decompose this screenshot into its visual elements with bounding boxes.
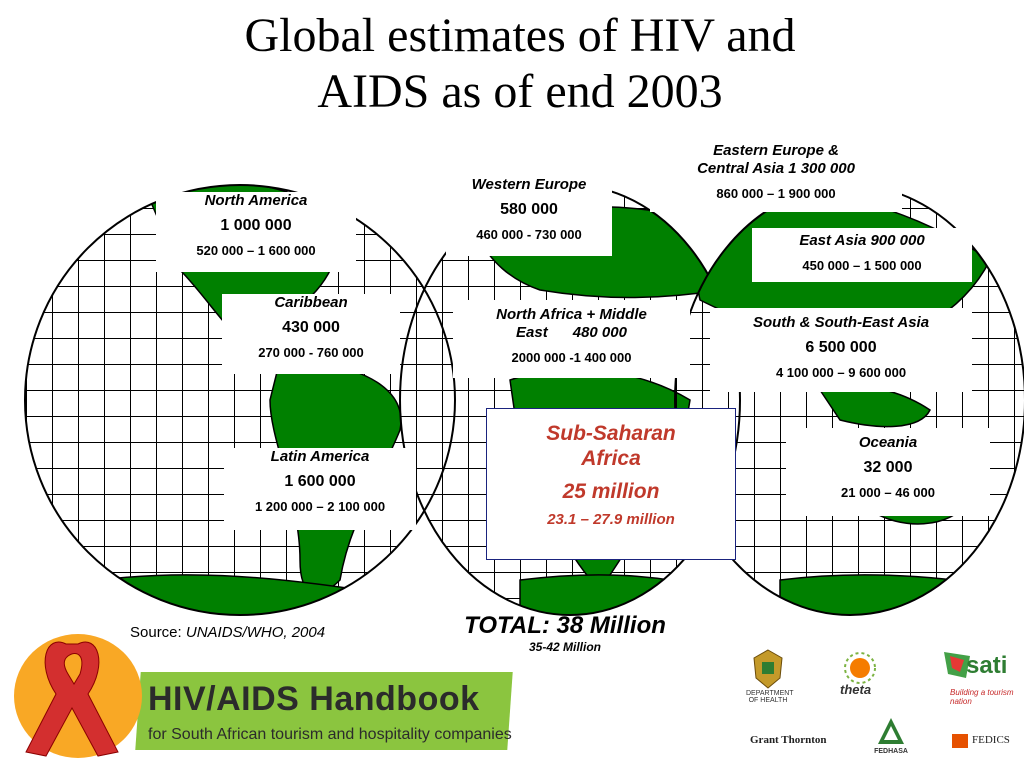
sati-tagline: Building a tourism nation xyxy=(950,688,1014,706)
slide-title: Global estimates of HIV and AIDS as of e… xyxy=(0,8,1024,120)
region-name-line-2: Africa xyxy=(581,447,641,470)
fedhasa-logo-text: FEDHASA xyxy=(874,748,908,755)
region-range: 2000 000 -1 400 000 xyxy=(511,350,632,365)
region-name: South & South-East Asia xyxy=(752,314,930,331)
region-range: 23.1 – 27.9 million xyxy=(547,511,675,528)
region-name: Caribbean xyxy=(274,294,348,311)
handbook-subtitle: for South African tourism and hospitalit… xyxy=(148,726,512,743)
region-range: 520 000 – 1 600 000 xyxy=(196,243,316,258)
region-value: 32 000 xyxy=(863,459,913,476)
health-logo-text: DEPARTMENT OF HEALTH xyxy=(746,690,794,704)
title-line-2: AIDS as of end 2003 xyxy=(317,65,723,118)
south-asia-label: South & South-East Asia 6 500 000 4 100 … xyxy=(710,308,972,392)
source-label: Source: xyxy=(130,624,182,641)
north-america-label: North America 1 000 000 520 000 – 1 600 … xyxy=(156,192,356,272)
health-crest-icon xyxy=(753,649,783,689)
region-value: 1 600 000 xyxy=(284,473,356,490)
region-range: 860 000 – 1 900 000 xyxy=(716,186,836,201)
north-africa-label: North Africa + Middle East 480 000 2000 … xyxy=(453,300,690,378)
western-europe-label: Western Europe 580 000 460 000 - 730 000 xyxy=(446,176,612,256)
region-name: Latin America xyxy=(270,448,370,465)
title-line-1: Global estimates of HIV and xyxy=(244,9,796,62)
theta-logo-text: theta xyxy=(840,682,872,697)
region-name: East Asia 900 000 xyxy=(799,232,925,249)
region-range: 1 200 000 – 2 100 000 xyxy=(254,499,386,514)
region-name-line-2: East 480 000 xyxy=(516,324,627,341)
region-range: 450 000 – 1 500 000 xyxy=(802,258,922,273)
sati-logo-text: sati xyxy=(966,652,1008,679)
fedics-logo-text: FEDICS xyxy=(972,734,1010,746)
region-value: 580 000 xyxy=(500,201,558,218)
region-name: Western Europe xyxy=(471,176,587,193)
east-asia-label: East Asia 900 000 450 000 – 1 500 000 xyxy=(752,228,972,282)
total-range: 35-42 Million xyxy=(528,640,602,654)
red-ribbon-logo xyxy=(14,634,142,758)
handbook-title: HIV/AIDS Handbook xyxy=(148,680,480,718)
region-value: 6 500 000 xyxy=(805,339,877,356)
fedhasa-triangle-icon xyxy=(878,718,904,744)
region-value: 25 million xyxy=(562,480,660,503)
region-name-line-2: Central Asia 1 300 000 xyxy=(697,160,855,177)
source-text: UNAIDS/WHO, 2004 xyxy=(185,624,326,641)
region-value: 1 000 000 xyxy=(220,217,292,234)
total-label: TOTAL: 38 Million xyxy=(464,612,666,639)
region-name: North Africa + Middle xyxy=(496,306,647,323)
total-estimate: TOTAL: 38 Million 35-42 Million xyxy=(420,612,710,654)
source-note: Source: UNAIDS/WHO, 2004 xyxy=(130,624,325,641)
oceania-label: Oceania 32 000 21 000 – 46 000 xyxy=(786,428,990,516)
caribbean-label: Caribbean 430 000 270 000 - 760 000 xyxy=(222,294,400,374)
grant-thornton-logo: Grant Thornton xyxy=(750,734,827,746)
region-name: North America xyxy=(204,192,308,209)
region-name: Sub-Saharan xyxy=(546,422,676,445)
region-range: 460 000 - 730 000 xyxy=(476,227,582,242)
theta-sun-icon xyxy=(844,652,876,684)
eastern-europe-label: Eastern Europe & Central Asia 1 300 000 … xyxy=(650,142,902,212)
region-value: 430 000 xyxy=(282,319,340,336)
sati-map-icon xyxy=(944,652,970,678)
region-name: Oceania xyxy=(858,434,918,451)
sub-saharan-africa-label: Sub-Saharan Africa 25 million 23.1 – 27.… xyxy=(486,408,736,560)
region-name: Eastern Europe & xyxy=(713,142,839,159)
region-range: 4 100 000 – 9 600 000 xyxy=(775,365,907,380)
fedics-logo-mark-icon xyxy=(952,734,968,748)
region-range: 21 000 – 46 000 xyxy=(841,485,935,500)
latin-america-label: Latin America 1 600 000 1 200 000 – 2 10… xyxy=(224,448,416,530)
region-range: 270 000 - 760 000 xyxy=(258,345,364,360)
